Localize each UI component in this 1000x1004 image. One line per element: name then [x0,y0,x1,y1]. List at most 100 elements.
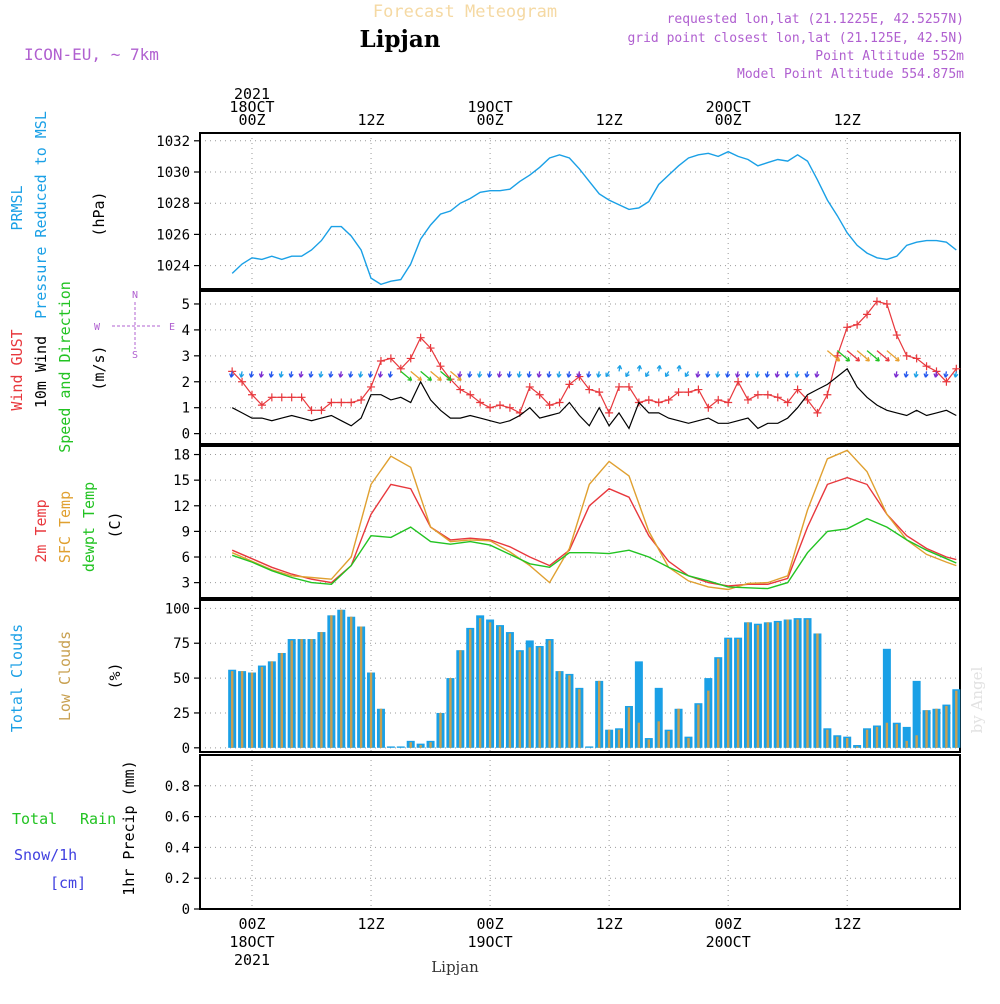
gust-marker [714,395,723,404]
speed-dir-label: Speed and Direction [56,281,74,453]
wind-direction-arrow [636,365,642,372]
gust-marker [823,390,832,399]
wind-direction-arrow [846,350,861,362]
wind-arrow-head [328,373,334,378]
wind-arrow-head [656,365,662,370]
gust-marker [267,393,276,402]
wind-direction-arrow [684,371,690,378]
low-cloud-bar [578,689,581,748]
total-cloud-bar [902,726,911,748]
t2m-label: 2m Temp [32,499,50,562]
wind-arrow-head [526,373,532,378]
wind-direction-arrow [400,370,413,382]
gust-marker [724,398,733,407]
low-cloud-bar [726,639,730,748]
wind-frame [199,290,961,445]
top-time-label: 19OCT [468,98,513,116]
low-cloud-bar [230,671,234,748]
precip-ytick-label: 0.6 [165,810,190,826]
wind-arrow-head [377,373,384,378]
pressure-desc-label: Pressure Reduced to MSL [32,111,50,319]
wind-arrow-head [953,373,959,378]
wind-direction-arrow [664,371,670,378]
wind-ytick-label: 4 [182,323,190,339]
low-cloud-bar [300,639,303,748]
wind-arrow-head [865,356,870,362]
gust-marker [843,323,852,332]
gust-marker [307,406,316,415]
wind-direction-arrow [496,371,503,378]
gust-marker [357,395,366,404]
wind-direction-arrow [695,371,701,378]
wind-direction-arrow [616,365,623,372]
total-cloud-bar [912,680,921,748]
low-cloud-bar [359,626,363,748]
wind-direction-arrow [774,371,780,378]
wind-arrow-shaft [440,370,452,381]
wind-arrow-head [298,373,304,378]
gust-marker [535,390,544,399]
wind-panel: 0 1 2 3 4 5 [182,290,961,445]
wind-direction-arrow [625,371,630,378]
cm-label: [cm] [50,874,86,892]
wind-arrow-head [506,373,512,378]
wind-direction-arrow [725,371,731,378]
temperature-ytick-label: 18 [173,448,190,464]
low-cloud-bar [369,672,373,748]
gust-marker [853,320,862,329]
total-clouds-label: Total Clouds [8,624,26,732]
gust-marker [912,354,921,363]
wind-arrow-shaft [886,350,900,362]
temp-labels: 2m Temp SFC Temp dewpt Temp (C) [32,482,124,572]
wind-direction-arrow [258,371,264,378]
precip-ytick-label: 0 [182,902,190,918]
wind-direction-arrow [248,371,255,378]
low-cloud-bar [350,616,353,748]
wind-arrow-head [358,373,364,378]
wind-arrow-head [367,373,374,378]
cloud-unit-label: (%) [106,662,124,689]
pressure-ytick-label: 1030 [156,165,190,181]
low-cloud-bar [826,729,829,748]
wind-arrow-shaft [420,370,432,381]
low-cloud-bar [905,740,908,748]
gust-marker [773,393,782,402]
wind-arrow-head [417,376,423,382]
gust-marker [902,351,911,360]
wind-arrow-head [447,376,452,382]
gust-marker [882,299,891,308]
wind-arrow-head [278,373,284,378]
low-cloud-bar [776,622,779,748]
wind-arrow-head [477,373,483,378]
wind-direction-arrow [367,371,374,378]
wind10-line [231,367,957,430]
bottom-time-label: 12Z [357,915,384,933]
low-cloud-bar [955,690,958,748]
gust-marker [654,398,663,407]
pressure-unit-label: (hPa) [90,191,108,236]
wind-arrow-head [885,356,890,362]
low-clouds-label: Low Clouds [56,631,74,721]
wind-arrow-head [496,373,503,378]
low-cloud-bar [459,650,462,748]
gust-marker [327,398,336,407]
low-cloud-bar [836,736,839,748]
wind-ytick-label: 0 [182,427,190,443]
wind-arrow-head [814,373,820,378]
clouds-ytick-label: 75 [173,636,190,652]
gust-marker [605,408,614,417]
low-cloud-bar [538,647,541,748]
low-cloud-bar [627,707,631,748]
wind-arrow-head [744,373,751,378]
model-point-altitude: Model Point Altitude 554.875m [737,67,964,82]
gust-marker [922,362,931,371]
low-cloud-bar [687,738,690,748]
gust-marker [297,393,306,402]
wind-direction-arrow [866,350,880,362]
wind-direction-arrow [836,350,851,362]
wind-direction-arrow [420,370,432,382]
pressure-ytick-label: 1024 [156,259,190,275]
wind-direction-arrow [933,371,939,378]
precip-ytick-label: 0.8 [165,779,190,795]
gust-marker [277,393,286,402]
